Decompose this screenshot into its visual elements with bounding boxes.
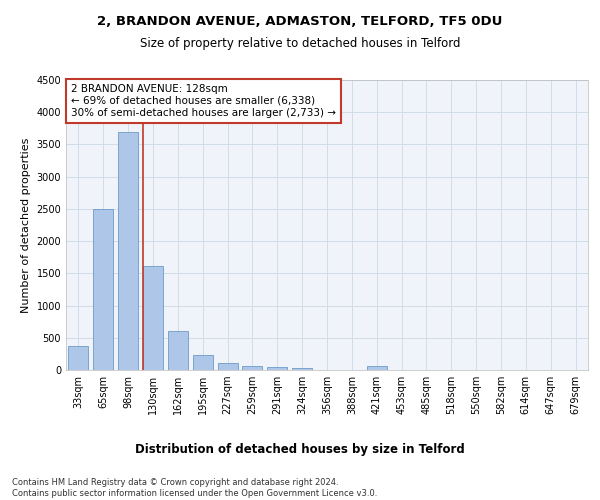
Bar bbox=[94, 209, 113, 370]
Y-axis label: Number of detached properties: Number of detached properties bbox=[21, 138, 31, 312]
Text: Distribution of detached houses by size in Telford: Distribution of detached houses by size … bbox=[135, 442, 465, 456]
Text: 2 BRANDON AVENUE: 128sqm
← 69% of detached houses are smaller (6,338)
30% of sem: 2 BRANDON AVENUE: 128sqm ← 69% of detach… bbox=[71, 84, 336, 117]
Bar bbox=[193, 354, 212, 370]
Bar bbox=[68, 346, 88, 370]
Text: 2, BRANDON AVENUE, ADMASTON, TELFORD, TF5 0DU: 2, BRANDON AVENUE, ADMASTON, TELFORD, TF… bbox=[97, 15, 503, 28]
Bar bbox=[268, 368, 287, 370]
Text: Size of property relative to detached houses in Telford: Size of property relative to detached ho… bbox=[140, 38, 460, 51]
Bar bbox=[242, 366, 262, 370]
Text: Contains HM Land Registry data © Crown copyright and database right 2024.
Contai: Contains HM Land Registry data © Crown c… bbox=[12, 478, 377, 498]
Bar bbox=[218, 362, 238, 370]
Bar bbox=[367, 366, 386, 370]
Bar bbox=[143, 266, 163, 370]
Bar bbox=[118, 132, 138, 370]
Bar bbox=[292, 368, 312, 370]
Bar bbox=[168, 332, 188, 370]
